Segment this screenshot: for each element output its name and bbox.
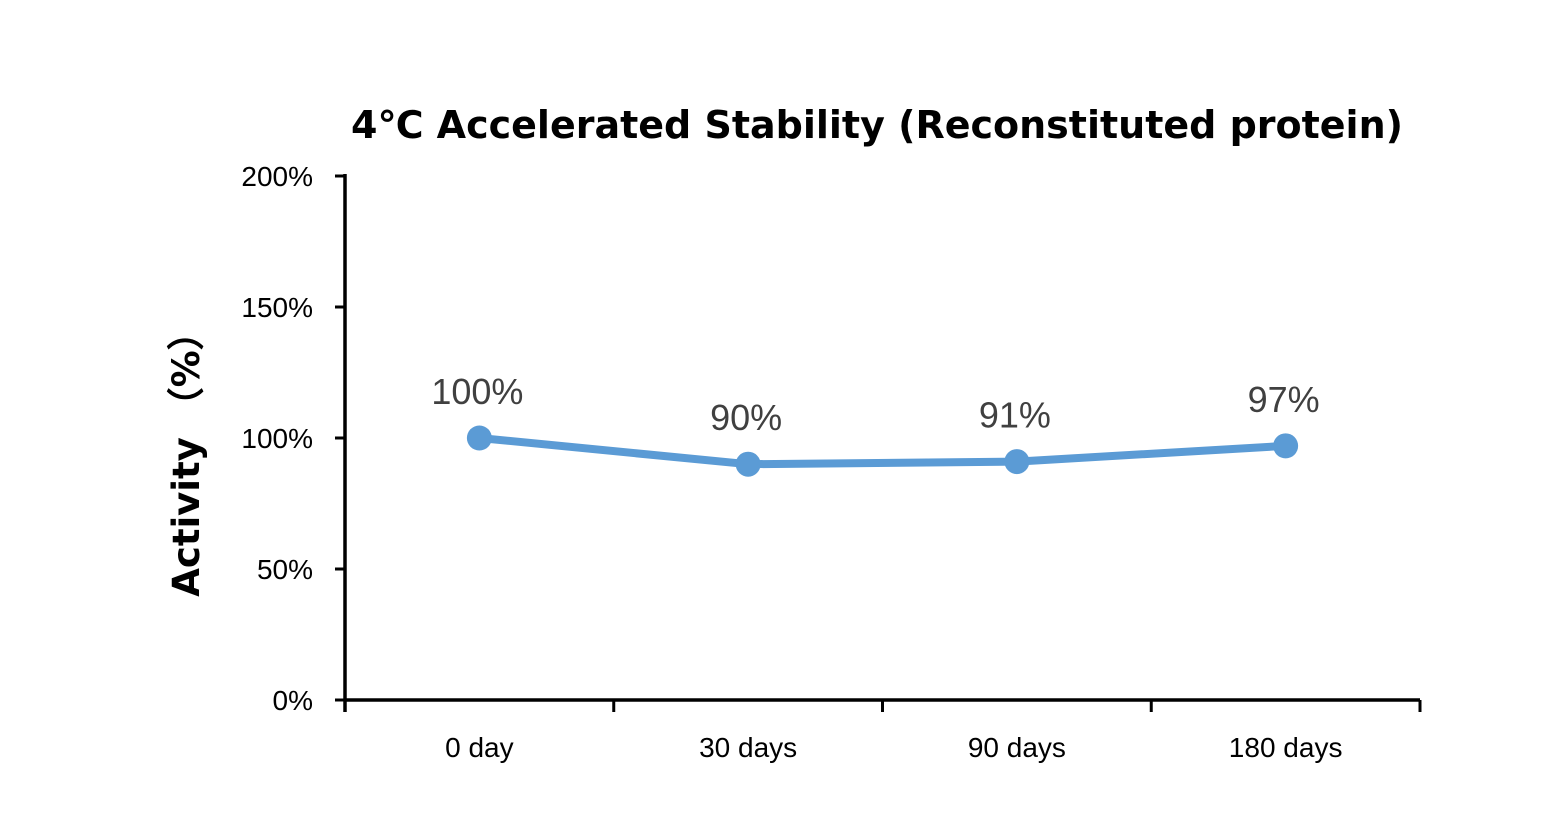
chart-title: 4℃ Accelerated Stability (Reconstituted … <box>351 103 1403 147</box>
y-tick-label: 200% <box>241 161 313 192</box>
series-line <box>475 434 1290 469</box>
x-tick-label: 30 days <box>699 732 797 763</box>
data-point <box>1004 449 1030 475</box>
data-point <box>466 425 492 451</box>
data-label: 90% <box>710 397 782 438</box>
data-label: 91% <box>979 395 1051 436</box>
data-label: 100% <box>431 371 523 412</box>
x-tick-label: 0 day <box>445 732 514 763</box>
y-tick-label: 150% <box>241 292 313 323</box>
x-axis-ticks: 0 day 30 days 90 days 180 days <box>343 700 1422 763</box>
x-tick-label: 180 days <box>1229 732 1343 763</box>
series-group <box>466 425 1299 477</box>
y-tick-label: 50% <box>257 554 313 585</box>
x-tick-label: 90 days <box>968 732 1066 763</box>
y-tick-label: 0% <box>273 685 313 716</box>
y-axis-label: Activity （%） <box>165 313 208 597</box>
data-label: 97% <box>1248 379 1320 420</box>
data-point <box>735 451 761 477</box>
data-labels: 100% 90% 91% 97% <box>431 371 1319 438</box>
y-axis-ticks: 0% 50% 100% 150% 200% <box>241 161 345 716</box>
data-point <box>1273 433 1299 459</box>
y-tick-label: 100% <box>241 423 313 454</box>
